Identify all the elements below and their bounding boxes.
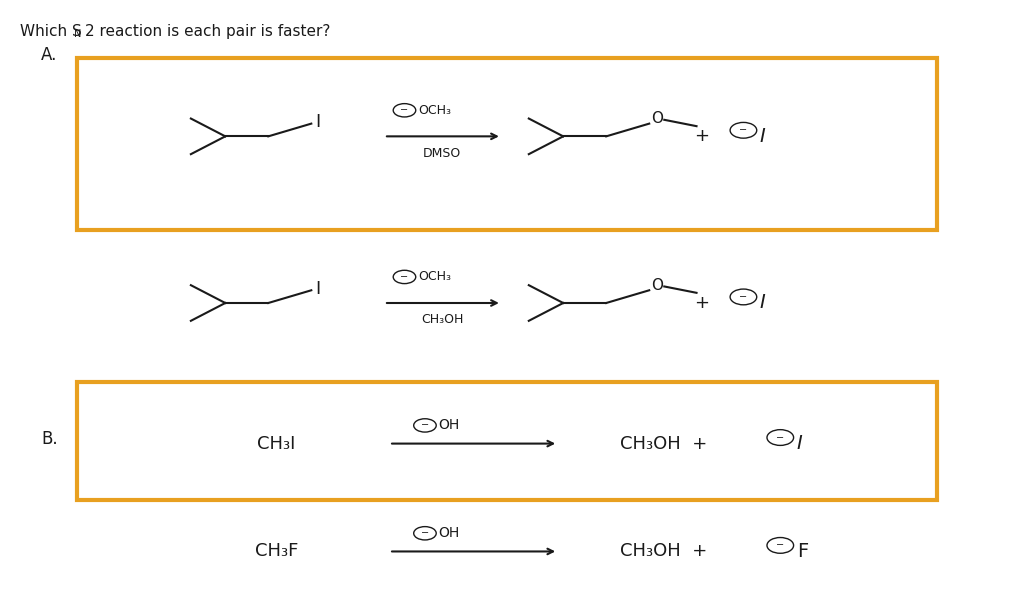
Text: OH: OH xyxy=(438,418,460,433)
Text: DMSO: DMSO xyxy=(423,147,462,159)
Text: B.: B. xyxy=(41,430,57,448)
Text: CH₃I: CH₃I xyxy=(257,435,296,453)
Text: Which S: Which S xyxy=(20,24,82,39)
Text: CH₃OH  +: CH₃OH + xyxy=(620,435,707,453)
Text: −: − xyxy=(421,421,429,430)
Text: −: − xyxy=(421,528,429,538)
Text: −: − xyxy=(776,433,784,442)
Text: N: N xyxy=(74,29,81,39)
Text: F: F xyxy=(797,542,808,561)
Text: I: I xyxy=(315,113,321,132)
Text: OH: OH xyxy=(438,526,460,541)
Text: +: + xyxy=(694,127,709,145)
Text: I: I xyxy=(797,434,803,453)
Text: CH₃OH  +: CH₃OH + xyxy=(620,542,707,561)
Text: A.: A. xyxy=(41,45,57,64)
Text: −: − xyxy=(400,105,409,115)
Text: I: I xyxy=(760,293,766,313)
Text: CH₃F: CH₃F xyxy=(255,542,298,561)
FancyBboxPatch shape xyxy=(77,382,937,500)
Text: −: − xyxy=(739,292,748,302)
Text: O: O xyxy=(651,278,664,293)
Text: +: + xyxy=(694,294,709,312)
FancyBboxPatch shape xyxy=(77,58,937,230)
Text: I: I xyxy=(760,127,766,146)
Text: −: − xyxy=(776,541,784,550)
Text: −: − xyxy=(739,125,748,135)
Text: O: O xyxy=(651,111,664,126)
Text: OCH₃: OCH₃ xyxy=(418,270,451,284)
Text: OCH₃: OCH₃ xyxy=(418,104,451,117)
Text: CH₃OH: CH₃OH xyxy=(421,313,464,326)
Text: −: − xyxy=(400,272,409,282)
Text: 2 reaction is each pair is faster?: 2 reaction is each pair is faster? xyxy=(85,24,331,39)
Text: I: I xyxy=(315,280,321,298)
